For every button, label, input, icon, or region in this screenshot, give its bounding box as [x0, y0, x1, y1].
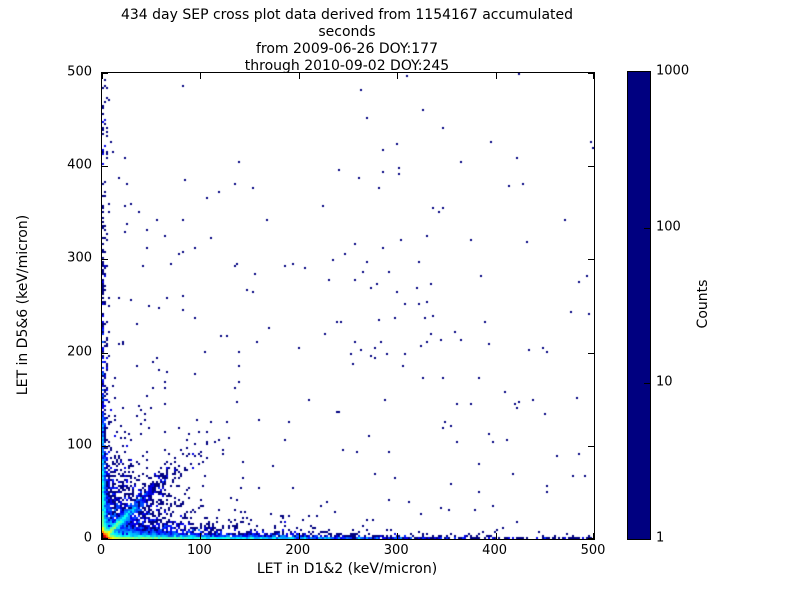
- title-line-3: through 2010-09-02 DOY:245: [244, 58, 450, 74]
- y-tick-label: 100: [67, 437, 92, 453]
- colorbar-tick-labels: 1 10 100 1000: [656, 64, 716, 546]
- chart-title: 434 day SEP cross plot data derived from…: [101, 7, 593, 75]
- tick-mark: [299, 533, 300, 539]
- colorbar-tick-label: 10: [656, 374, 673, 390]
- tick-mark: [588, 446, 594, 447]
- tick-mark: [397, 73, 398, 79]
- tick-mark: [397, 533, 398, 539]
- colorbar-tick-label: 1000: [656, 63, 690, 79]
- tick-mark: [102, 259, 108, 260]
- y-tick-label: 200: [67, 344, 92, 360]
- title-line-2: from 2009-06-26 DOY:177: [255, 41, 438, 57]
- colorbar-tick-label: 100: [656, 219, 681, 235]
- tick-mark: [102, 73, 108, 74]
- y-tick-label: 0: [83, 530, 92, 546]
- y-tick-label: 500: [67, 64, 92, 80]
- tick-mark: [102, 538, 108, 539]
- colorbar-tick-mark: [644, 228, 650, 229]
- tick-mark: [588, 353, 594, 354]
- tick-mark: [102, 353, 108, 354]
- tick-mark: [102, 166, 108, 167]
- x-tick-label: 0: [96, 543, 106, 558]
- tick-mark: [102, 533, 103, 539]
- colorbar: [627, 71, 651, 540]
- tick-mark: [588, 538, 594, 539]
- y-tick-label: 300: [67, 250, 92, 266]
- x-tick-label: 100: [186, 543, 212, 558]
- y-tick-labels: 0 100 200 300 400 500: [52, 65, 96, 546]
- x-tick-labels: 0 100 200 300 400 500: [97, 543, 606, 559]
- tick-mark: [496, 73, 497, 79]
- x-tick-label: 300: [383, 543, 409, 558]
- tick-mark: [588, 73, 594, 74]
- plot-area: [101, 72, 595, 540]
- x-tick-label: 500: [580, 543, 606, 558]
- colorbar-gradient: [628, 72, 650, 539]
- tick-mark: [102, 446, 108, 447]
- tick-mark: [593, 73, 594, 79]
- y-tick-label: 400: [67, 157, 92, 173]
- colorbar-tick-label: 1: [656, 530, 665, 546]
- title-line-1: 434 day SEP cross plot data derived from…: [120, 7, 574, 40]
- tick-mark: [588, 259, 594, 260]
- tick-mark: [200, 73, 201, 79]
- tick-mark: [200, 533, 201, 539]
- scatter-canvas: [102, 73, 594, 539]
- tick-mark: [496, 533, 497, 539]
- y-axis-label: LET in D5&6 (keV/micron): [15, 214, 31, 396]
- x-tick-label: 200: [285, 543, 311, 558]
- x-axis-label: LET in D1&2 (keV/micron): [256, 561, 438, 577]
- tick-mark: [299, 73, 300, 79]
- x-tick-label: 400: [482, 543, 508, 558]
- tick-mark: [588, 166, 594, 167]
- colorbar-axis-label: Counts: [695, 279, 711, 329]
- colorbar-tick-mark: [644, 383, 650, 384]
- tick-mark: [102, 73, 103, 79]
- tick-mark: [593, 533, 594, 539]
